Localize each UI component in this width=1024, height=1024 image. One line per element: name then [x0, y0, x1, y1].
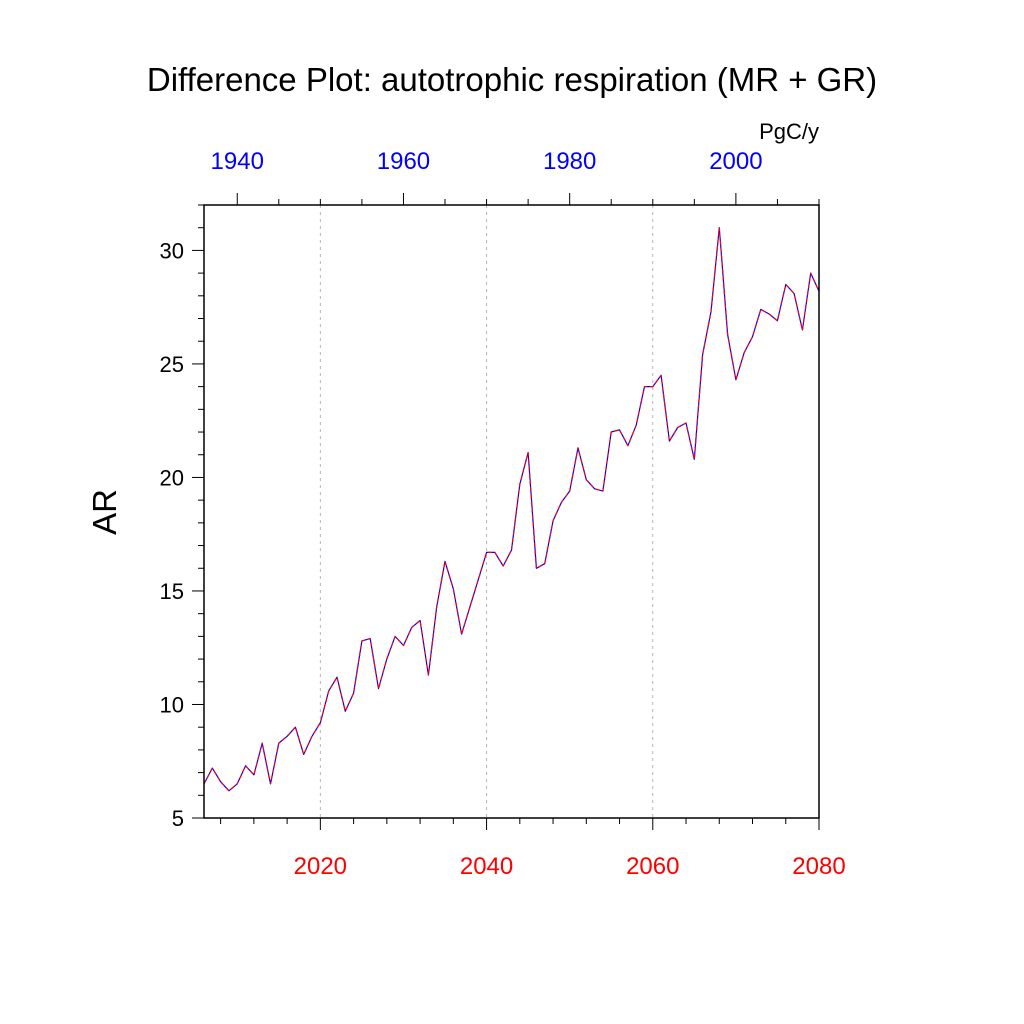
chart-title: Difference Plot: autotrophic respiration… [147, 61, 877, 98]
y-tick-label: 15 [160, 579, 184, 604]
axes-layer: 5 10 15 20 25 30 2020 2040 2060 2080 1940 1960 1980 2… [160, 148, 846, 880]
x-bottom-tick-label: 2040 [460, 853, 513, 880]
y-tick-label: 10 [160, 692, 184, 717]
x-top-tick-label: 2000 [709, 148, 762, 175]
series-line-1 [203, 227, 820, 792]
series-line-2 [203, 227, 820, 792]
y-tick-label: 5 [172, 806, 184, 831]
y-tick-label: 25 [160, 352, 184, 377]
y-axis-label: AR [86, 489, 123, 535]
x-bottom-tick-label: 2060 [626, 853, 679, 880]
x-top-tick-label: 1960 [377, 148, 430, 175]
vertical-gridlines [319, 205, 654, 818]
x-top-tick-label: 1980 [543, 148, 596, 175]
series-layer [203, 227, 820, 792]
plot-frame [203, 204, 820, 819]
y-tick-label: 30 [160, 238, 184, 263]
x-bottom-tick-label: 2080 [792, 853, 845, 880]
x-top-tick-label: 1940 [211, 148, 264, 175]
units-label: PgC/y [759, 119, 819, 144]
x-bottom-tick-label: 2020 [294, 853, 347, 880]
y-tick-label: 20 [160, 465, 184, 490]
